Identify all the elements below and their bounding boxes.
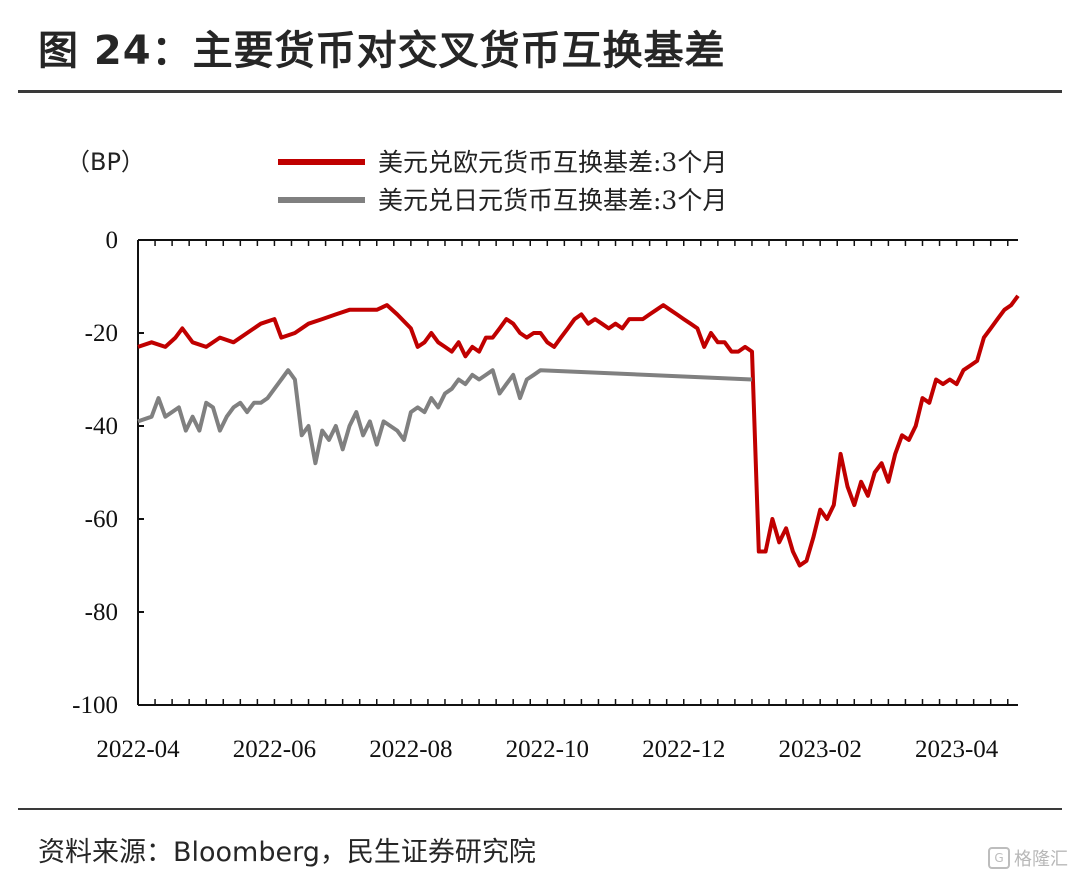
watermark-logo-icon: G bbox=[988, 847, 1010, 869]
bottom-rule bbox=[18, 808, 1062, 810]
x-tick-label: 2023-02 bbox=[779, 736, 862, 763]
x-tick-label: 2023-04 bbox=[915, 736, 999, 763]
chart-title: 图 24：主要货币对交叉货币互换基差 bbox=[38, 28, 726, 74]
x-tick-label: 2022-06 bbox=[233, 736, 316, 763]
y-tick-label: 0 bbox=[106, 227, 119, 254]
watermark-text: 格隆汇 bbox=[1014, 849, 1068, 870]
y-tick-label: -100 bbox=[72, 692, 118, 719]
x-tick-label: 2022-12 bbox=[642, 736, 725, 763]
x-tick-label: 2022-10 bbox=[506, 736, 589, 763]
series-line-1 bbox=[137, 368, 753, 466]
legend: 美元兑欧元货币互换基差:3个月 美元兑日元货币互换基差:3个月 bbox=[278, 148, 727, 215]
chart-svg: （BP） 美元兑欧元货币互换基差:3个月 美元兑日元货币互换基差:3个月 0 -2… bbox=[66, 148, 1020, 763]
x-tick-label: 2022-04 bbox=[96, 736, 180, 763]
y-tick-label: -40 bbox=[85, 413, 118, 440]
y-tick-label: -20 bbox=[85, 320, 118, 347]
y-tick-label: -60 bbox=[85, 506, 118, 533]
unit-label: （BP） bbox=[66, 148, 145, 176]
x-tick-label: 2022-08 bbox=[369, 736, 452, 763]
series-group bbox=[137, 294, 1020, 568]
legend-label-eur: 美元兑欧元货币互换基差:3个月 bbox=[378, 148, 727, 177]
series-line-0 bbox=[137, 294, 1020, 568]
axes: 0 -20 -40 -60 -80 -100 2022-04 2022-06 2022-08 20… bbox=[72, 227, 1018, 763]
source-note: 资料来源：Bloomberg，民生证券研究院 bbox=[38, 837, 536, 868]
top-rule bbox=[18, 90, 1062, 93]
y-tick-label: -80 bbox=[85, 599, 118, 626]
legend-label-jpy: 美元兑日元货币互换基差:3个月 bbox=[378, 186, 727, 215]
watermark: G 格隆汇 bbox=[988, 845, 1068, 871]
